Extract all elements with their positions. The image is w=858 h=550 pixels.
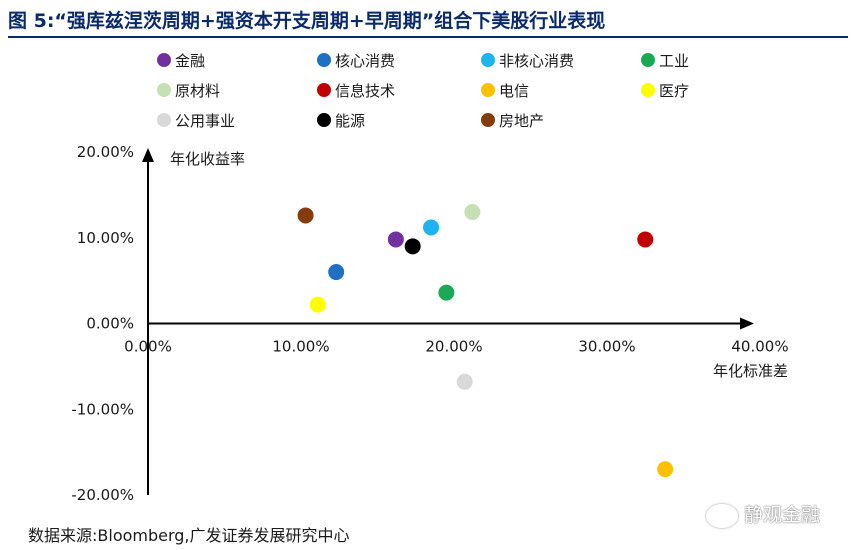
y-axis-arrow <box>142 148 154 162</box>
legend-marker <box>317 113 331 127</box>
legend-label: 电信 <box>499 82 529 100</box>
legend-label: 核心消费 <box>335 52 395 70</box>
legend-label: 公用事业 <box>175 112 235 130</box>
legend-label: 金融 <box>175 52 205 70</box>
data-point <box>456 373 473 390</box>
legend-marker <box>317 83 331 97</box>
legend-marker <box>157 113 171 127</box>
legend-label: 医疗 <box>659 82 689 100</box>
data-point <box>387 231 404 248</box>
data-point <box>464 204 481 221</box>
data-point <box>309 296 326 313</box>
x-tick-labels: 0.00% 10.00% 20.00% 30.00% 40.00% <box>124 338 788 356</box>
legend-marker <box>157 53 171 67</box>
x-tick-label: 10.00% <box>272 338 329 356</box>
x-tick-label: 40.00% <box>731 338 788 356</box>
x-axis-title: 年化标准差 <box>713 362 788 380</box>
data-points <box>297 204 674 478</box>
data-point <box>438 284 455 301</box>
x-axis-arrow <box>740 317 754 330</box>
data-point <box>328 264 345 281</box>
y-tick-label: 0.00% <box>86 315 134 333</box>
data-point <box>637 231 654 248</box>
legend-label: 房地产 <box>499 112 544 130</box>
data-point <box>423 219 440 236</box>
x-tick-label: 30.00% <box>578 338 635 356</box>
chat-bubble-icon <box>706 503 738 528</box>
legend-label: 原材料 <box>175 82 220 100</box>
legend-marker <box>641 83 655 97</box>
axes <box>142 148 754 495</box>
legend-marker <box>317 53 331 67</box>
y-tick-label: -20.00% <box>71 486 134 504</box>
source-note: 数据来源:Bloomberg,广发证券发展研究中心 <box>28 526 350 545</box>
title-rule <box>8 36 848 38</box>
x-tick-label: 20.00% <box>425 338 482 356</box>
legend-label: 非核心消费 <box>499 52 574 70</box>
legend-label: 工业 <box>659 52 689 70</box>
legend-marker <box>481 53 495 67</box>
y-tick-labels: 20.00% 10.00% 0.00% -10.00% -20.00% <box>71 143 134 504</box>
figure-title: 图 5:“强库兹涅茨周期+强资本开支周期+早周期”组合下美股行业表现 <box>8 10 606 32</box>
data-point <box>657 461 674 478</box>
legend-marker <box>481 83 495 97</box>
legend-marker <box>641 53 655 67</box>
y-tick-label: -10.00% <box>71 400 134 418</box>
legend-marker <box>481 113 495 127</box>
data-point <box>404 238 421 255</box>
legend-marker <box>157 83 171 97</box>
y-tick-label: 20.00% <box>77 143 134 161</box>
x-tick-label: 0.00% <box>124 338 172 356</box>
data-point <box>297 207 314 224</box>
legend-label: 能源 <box>335 112 365 130</box>
y-tick-label: 10.00% <box>77 229 134 247</box>
watermark-text: 静观金融 <box>744 504 821 526</box>
watermark: 静观金融 <box>706 500 820 528</box>
y-axis-title: 年化收益率 <box>170 150 245 168</box>
legend-label: 信息技术 <box>335 82 395 100</box>
